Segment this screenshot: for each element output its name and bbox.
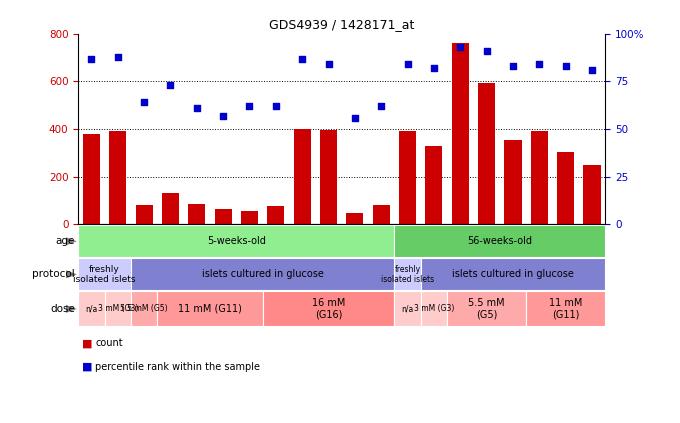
Point — [86, 55, 97, 62]
Text: count: count — [95, 338, 123, 348]
Bar — [447, 291, 526, 327]
Point — [191, 105, 202, 112]
Text: ■: ■ — [82, 362, 92, 371]
Point — [296, 55, 307, 62]
Text: dose: dose — [50, 304, 75, 314]
Bar — [157, 291, 262, 327]
Bar — [452, 43, 469, 224]
Bar — [505, 140, 522, 224]
Bar — [131, 291, 157, 327]
Point — [139, 99, 150, 106]
Bar — [583, 165, 600, 224]
Bar — [262, 291, 394, 327]
Point — [428, 65, 439, 71]
Text: islets cultured in glucose: islets cultured in glucose — [452, 269, 574, 279]
Bar — [526, 291, 605, 327]
Text: ■: ■ — [82, 338, 92, 348]
Text: 11 mM (G11): 11 mM (G11) — [178, 304, 242, 314]
Bar — [83, 134, 100, 224]
Bar — [478, 82, 495, 224]
Bar — [426, 146, 443, 224]
Bar — [78, 225, 394, 257]
Point — [350, 114, 360, 121]
Text: 5-weeks-old: 5-weeks-old — [207, 236, 266, 246]
Text: n/a: n/a — [401, 305, 413, 313]
Bar — [105, 291, 131, 327]
Point — [587, 67, 598, 74]
Text: islets cultured in glucose: islets cultured in glucose — [202, 269, 324, 279]
Bar — [241, 211, 258, 224]
Bar — [188, 204, 205, 224]
Point — [323, 61, 334, 68]
Point — [165, 82, 176, 89]
Point — [481, 47, 492, 54]
Bar — [294, 129, 311, 224]
Point — [560, 63, 571, 70]
Bar — [421, 258, 605, 290]
Text: n/a: n/a — [85, 305, 97, 313]
Point — [534, 61, 545, 68]
Bar — [557, 151, 574, 224]
Bar — [421, 291, 447, 327]
Point — [402, 61, 413, 68]
Text: 56-weeks-old: 56-weeks-old — [467, 236, 532, 246]
Bar — [394, 258, 421, 290]
Bar — [131, 258, 394, 290]
Polygon shape — [66, 237, 77, 245]
Text: protocol: protocol — [32, 269, 75, 279]
Point — [455, 44, 466, 51]
Bar — [531, 132, 548, 224]
Bar — [320, 130, 337, 224]
Point — [507, 63, 518, 70]
Text: 5.5 mM
(G5): 5.5 mM (G5) — [469, 299, 505, 319]
Text: 16 mM
(G16): 16 mM (G16) — [312, 299, 345, 319]
Polygon shape — [66, 305, 77, 313]
Point — [218, 112, 228, 119]
Text: age: age — [56, 236, 75, 246]
Text: percentile rank within the sample: percentile rank within the sample — [95, 362, 260, 371]
Bar — [78, 258, 131, 290]
Bar — [109, 132, 126, 224]
Bar — [373, 205, 390, 224]
Bar — [78, 291, 105, 327]
Text: 3 mM (G3): 3 mM (G3) — [413, 305, 454, 313]
Bar — [135, 205, 152, 224]
Point — [244, 103, 255, 110]
Title: GDS4939 / 1428171_at: GDS4939 / 1428171_at — [269, 18, 414, 31]
Text: 3 mM (G3): 3 mM (G3) — [97, 305, 138, 313]
Point — [376, 103, 387, 110]
Bar — [215, 209, 232, 224]
Text: freshly
isolated islets: freshly isolated islets — [73, 265, 136, 284]
Point — [112, 53, 123, 60]
Bar — [346, 214, 363, 224]
Text: freshly
isolated islets: freshly isolated islets — [381, 265, 434, 284]
Text: 11 mM
(G11): 11 mM (G11) — [549, 299, 582, 319]
Bar — [394, 225, 605, 257]
Text: 5.5 mM (G5): 5.5 mM (G5) — [120, 305, 168, 313]
Polygon shape — [66, 270, 77, 278]
Bar — [162, 193, 179, 224]
Bar — [394, 291, 421, 327]
Point — [271, 103, 282, 110]
Bar — [267, 206, 284, 224]
Bar — [399, 132, 416, 224]
